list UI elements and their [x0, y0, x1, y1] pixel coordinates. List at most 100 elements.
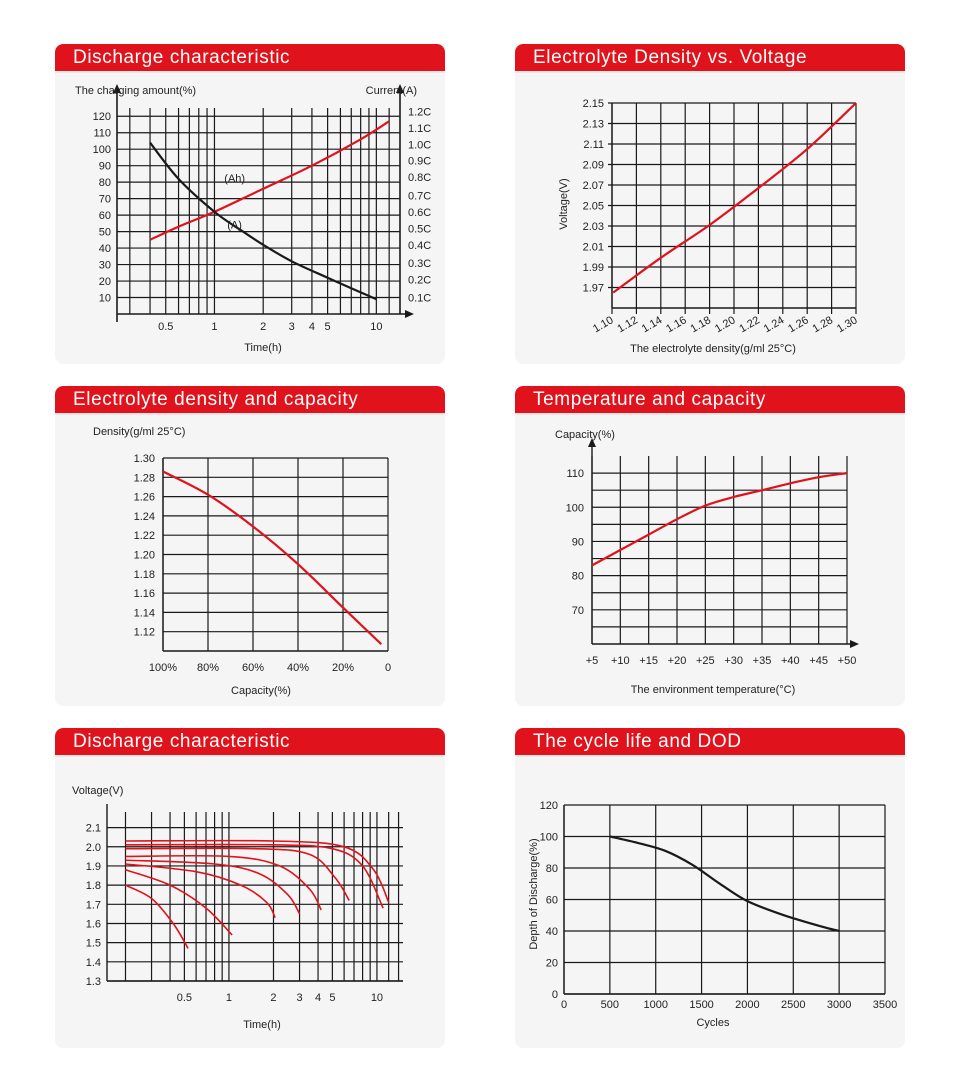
y-tick-label: 50 — [99, 227, 111, 239]
y-axis-title: The charging amount(%) — [75, 85, 196, 97]
series-line — [125, 839, 390, 903]
y-tick-label: 10 — [99, 293, 111, 305]
panel-discharge-characteristic-1: Discharge characteristic 10 20 30 40 50 60 70 8… — [55, 44, 445, 364]
y-tick-label: 1.97 — [583, 283, 604, 295]
panel-title: Discharge characteristic — [73, 731, 291, 752]
y-tick-label: 1.12 — [134, 627, 155, 639]
x-tick-label: 1.12 — [615, 314, 640, 335]
x-tick-label: +25 — [696, 655, 715, 667]
x-tick-label: 500 — [601, 999, 619, 1011]
y-axis-left-arrow — [113, 84, 121, 93]
panel-title: Temperature and capacity — [533, 389, 767, 410]
y-tick-label: 1.4 — [86, 957, 101, 969]
y-tick-label: 1.8 — [86, 880, 101, 892]
y-tick-label: 120 — [540, 800, 558, 812]
x-tick-label: 3000 — [827, 999, 851, 1011]
x-axis-title: Time(h) — [243, 1019, 280, 1031]
chart-discharge-voltage: 1.3 1.4 1.5 1.6 1.7 1.8 1.9 2.0 2.1 0.5 1 2 3 4 5 10 Vol… — [72, 785, 403, 1031]
series-line — [125, 847, 350, 901]
x-tick-label: 3500 — [873, 999, 897, 1011]
series-line — [162, 470, 383, 645]
x-tick-label: 0 — [561, 999, 567, 1011]
y-tick-label: 20 — [546, 958, 558, 970]
x-tick-label: 0.5 — [177, 992, 192, 1004]
series-line — [125, 869, 233, 936]
y-tick-label: 2.15 — [583, 98, 604, 110]
series-line — [612, 102, 857, 294]
right-tick-label: 0.4C — [408, 240, 431, 252]
x-tick-label: 1.20 — [713, 314, 738, 335]
right-tick-label: 0.1C — [408, 293, 431, 305]
y-tick-label: 60 — [99, 210, 111, 222]
y-tick-label: 2.0 — [86, 842, 101, 854]
x-tick-label: 80% — [197, 662, 219, 674]
y-tick-label: 1.20 — [134, 550, 155, 562]
y-tick-label: 110 — [93, 128, 111, 140]
y-tick-label: 60 — [546, 895, 558, 907]
y-tick-label: 40 — [546, 926, 558, 938]
panel-electrolyte-density-capacity: Electrolyte density and capacity 1.12 1.1… — [55, 386, 445, 706]
x-tick-label: +15 — [639, 655, 658, 667]
y-tick-label: 1.6 — [86, 918, 101, 930]
x-tick-label: 1000 — [643, 999, 667, 1011]
panel-cycle-life-dod: The cycle life and DOD 0 20 40 60 80 100 120 0 5… — [515, 728, 905, 1048]
chart-cycle-life-dod: 0 20 40 60 80 100 120 0 500 1000 1500 2000 2500 3000 3… — [528, 800, 897, 1029]
y-tick-label: 20 — [99, 276, 111, 288]
y-tick-label: 90 — [572, 536, 584, 548]
right-tick-label: 0.5C — [408, 223, 431, 235]
x-tick-label: +35 — [753, 655, 772, 667]
chart-temperature-capacity: 70 80 90 100 110 +5 +10 +15 +20 +25 +30 +35 +40 +45 +5… — [555, 429, 859, 696]
y-tick-label: 70 — [572, 605, 584, 617]
y-tick-label: 40 — [99, 243, 111, 255]
chart-density-capacity: 1.12 1.14 1.16 1.18 1.20 1.22 1.24 1.26 1.28 1.30… — [93, 426, 391, 697]
panel-header: Discharge characteristic — [55, 44, 445, 73]
x-axis-title: The electrolyte density(g/ml 25°C) — [630, 343, 796, 355]
x-axis-title: The environment temperature(°C) — [631, 684, 796, 696]
panel-title: Electrolyte Density vs. Voltage — [533, 47, 808, 68]
x-tick-label: 5 — [325, 321, 331, 333]
y-tick-label: 1.24 — [134, 511, 155, 523]
y-tick-label: 2.03 — [583, 221, 604, 233]
y-tick-label: 80 — [546, 863, 558, 875]
y-tick-label: 1.26 — [134, 492, 155, 504]
series-line — [591, 472, 848, 567]
right-tick-label: 0.8C — [408, 172, 431, 184]
chart-density-vs-voltage: 1.97 1.99 2.01 2.03 2.05 2.07 2.09 2.11 2.13 2.15… — [558, 98, 860, 355]
y-tick-label: 1.30 — [134, 453, 155, 465]
x-axis-title: Capacity(%) — [231, 685, 291, 697]
x-tick-label: 2000 — [735, 999, 759, 1011]
x-tick-label: 2 — [270, 992, 276, 1004]
right-tick-label: 0.6C — [408, 207, 431, 219]
x-tick-label: 0.5 — [158, 321, 173, 333]
y-tick-label: 80 — [572, 571, 584, 583]
series-line — [125, 859, 301, 915]
y-tick-label: 1.7 — [86, 899, 101, 911]
x-tick-label: 3 — [289, 321, 295, 333]
panel-discharge-characteristic-2: Discharge characteristic 1.3 1.4 1.5 1.6 1.7… — [55, 728, 445, 1048]
x-tick-label: 20% — [332, 662, 354, 674]
series-line — [609, 835, 840, 933]
x-tick-label: 1.24 — [762, 314, 787, 335]
y-axis-title: Density(g/ml 25°C) — [93, 426, 185, 438]
panel-header: Discharge characteristic — [55, 728, 445, 757]
y-tick-label: 120 — [93, 111, 111, 123]
x-tick-label: 1.16 — [664, 314, 689, 335]
series-line — [125, 843, 384, 909]
y-tick-label: 2.05 — [583, 201, 604, 213]
x-tick-label: 1.28 — [811, 314, 836, 335]
y-tick-label: 70 — [99, 194, 111, 206]
x-tick-label: 1.14 — [640, 314, 665, 335]
panel-title: Electrolyte density and capacity — [73, 389, 359, 410]
panel-header: The cycle life and DOD — [515, 728, 905, 757]
x-tick-label: 40% — [287, 662, 309, 674]
annotation-a: (A) — [227, 219, 242, 231]
y-tick-label: 30 — [99, 260, 111, 272]
panel-title: Discharge characteristic — [73, 47, 291, 68]
x-tick-label: 3 — [296, 992, 302, 1004]
panel-temperature-capacity: Temperature and capacity 70 80 90 100 110 +5 +… — [515, 386, 905, 706]
y-tick-label: 2.07 — [583, 180, 604, 192]
x-tick-label: 1 — [226, 992, 232, 1004]
x-axis-title: Time(h) — [244, 342, 281, 354]
chart-discharge-characteristic-current: 1020304050607080901001101200.1C0.2C0.3C0… — [75, 84, 431, 354]
y-tick-label: 80 — [99, 177, 111, 189]
